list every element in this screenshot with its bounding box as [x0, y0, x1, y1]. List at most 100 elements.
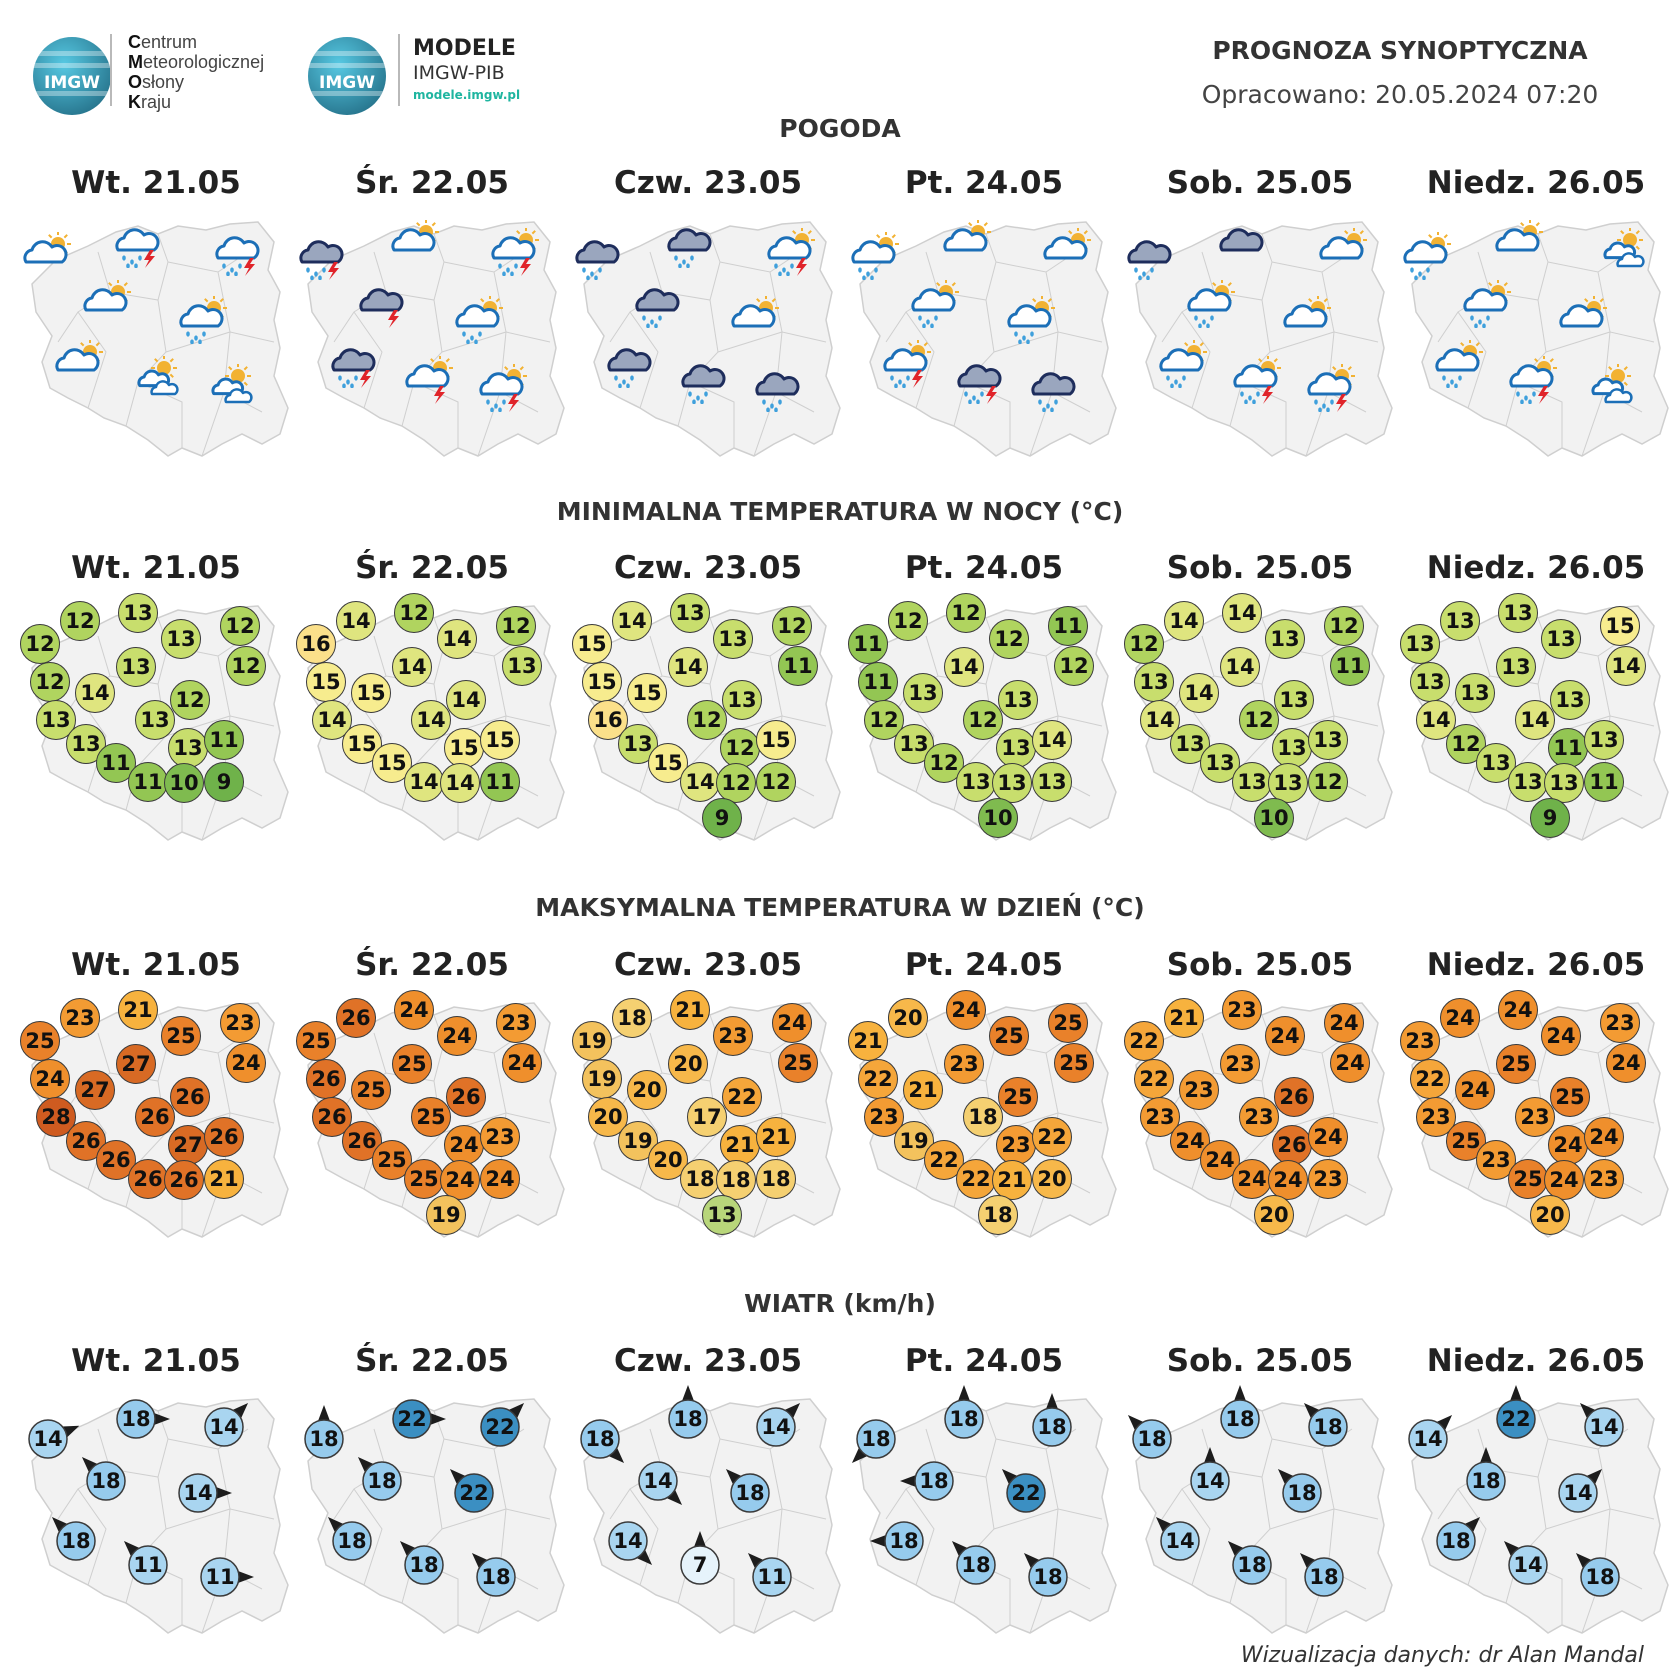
min-temp-badge: 15: [582, 662, 622, 702]
min-temp-badge: 13: [1268, 763, 1308, 803]
min-temp-badge: 14: [668, 647, 708, 687]
max-temp-badge: 19: [426, 1195, 466, 1235]
min-temp-badge: 12: [963, 700, 1003, 740]
max-temp-badge: 22: [1032, 1117, 1072, 1157]
min-temp-badge: 9: [204, 762, 244, 802]
min-temp-badge: 13: [992, 763, 1032, 803]
min-temp-badge: 12: [496, 606, 536, 646]
weather-icon-sun-cloud-rain-storm: [762, 227, 822, 277]
cmok-logo-text: Centrum Meteorologicznej Osłony Kraju: [128, 32, 264, 112]
modele-url-link[interactable]: modele.imgw.pl: [413, 88, 521, 102]
min-temp-badge: 14: [1515, 700, 1555, 740]
wind-speed-value: 14: [1195, 1469, 1225, 1493]
min-temp-badge: 14: [446, 680, 486, 720]
max-temp-badge: 22: [1134, 1059, 1174, 1099]
wind-badge: 14: [1408, 1414, 1453, 1459]
max-temp-badge: 23: [220, 1003, 260, 1043]
min-temp-badge: 12: [989, 619, 1029, 659]
wind-badge: 14: [28, 1419, 80, 1459]
map-tmax-5: 23 24 24 24 23 24 22 24 25 25 23 25 23 23 24 24 25 24 23 20: [1398, 990, 1674, 1249]
wind-badge: 22: [1001, 1468, 1046, 1513]
min-temp-badge: 11: [480, 762, 520, 802]
wind-speed-value: 11: [205, 1565, 235, 1589]
wind-direction-arrow-icon: [694, 1531, 706, 1547]
min-temp-badge: 11: [848, 624, 888, 664]
wind-badge: 18: [116, 1399, 170, 1439]
min-temp-badge: 11: [858, 662, 898, 702]
min-temp-badge: 13: [670, 593, 710, 633]
max-temp-badge: 23: [1416, 1097, 1456, 1137]
max-temp-badge: 22: [1124, 1021, 1164, 1061]
weather-icon-dark-cloud-rain: [630, 280, 690, 329]
min-temp-badge: 13: [1274, 680, 1314, 720]
wind-speed-value: 18: [1313, 1415, 1343, 1439]
weather-icon-sun-cloud-rain: [450, 295, 510, 345]
min-temp-badge: 14: [404, 762, 444, 802]
min-temp-badge: 13: [1400, 624, 1440, 664]
min-temp-badge: 16: [296, 624, 336, 664]
wind-badge: 18: [1227, 1540, 1272, 1585]
min-temp-badge: 13: [722, 680, 762, 720]
wind-speed-value: 18: [1033, 1565, 1063, 1589]
min-temp-badge: 12: [1054, 646, 1094, 686]
min-temp-badge: 12: [772, 606, 812, 646]
wind-speed-value: 18: [1441, 1529, 1471, 1553]
day-label-weather: Śr. 22.05: [355, 165, 509, 201]
wind-direction-arrow-icon: [851, 1447, 868, 1464]
min-temp-badge: 14: [1606, 646, 1646, 686]
wind-speed-value: 18: [337, 1529, 367, 1553]
min-temp-badge: 12: [220, 606, 260, 646]
day-label-tmin: Sob. 25.05: [1166, 550, 1354, 586]
min-temp-badge: 13: [1265, 619, 1305, 659]
min-temp-badge: 13: [118, 593, 158, 633]
min-temp-badge: 14: [1222, 593, 1262, 633]
imgw-logo[interactable]: IMGW: [33, 37, 111, 115]
imgw-modele-logo[interactable]: IMGW: [308, 37, 386, 115]
wind-badge: 22: [480, 1402, 525, 1447]
min-temp-badge: 14: [680, 762, 720, 802]
max-temp-badge: 18: [612, 998, 652, 1038]
map-tmin-1: 16 14 12 14 12 13 15 15 14 14 14 15 15 14 15 15 14 14 11: [294, 593, 570, 852]
max-temp-badge: 24: [1170, 1121, 1210, 1161]
wind-speed-value: 18: [409, 1553, 439, 1577]
wind-direction-arrow-icon: [1464, 1516, 1481, 1533]
min-temp-badge: 11: [1548, 728, 1588, 768]
wind-badge: 18: [580, 1419, 625, 1464]
min-temp-badge: 13: [168, 728, 208, 768]
weather-icon-sun-cloud-small: [198, 363, 258, 412]
day-label-tmax: Pt. 24.05: [904, 947, 1064, 983]
max-temp-badge: 26: [164, 1160, 204, 1200]
map-tmax-3: 21 20 24 25 25 25 22 21 23 25 23 19 22 18 23 22 22 21 20 18: [846, 990, 1122, 1249]
wind-direction-arrow-icon: [1586, 1468, 1603, 1485]
max-temp-badge: 23: [60, 998, 100, 1038]
day-label-weather: Wt. 21.05: [71, 165, 241, 201]
min-temp-badge: 13: [66, 724, 106, 764]
min-temp-badge: 10: [164, 763, 204, 803]
weather-icon-sun-cloud-rain: [1458, 279, 1518, 329]
weather-icon-dark-cloud-rain: [602, 340, 662, 389]
max-temp-badge: 24: [1455, 1070, 1495, 1110]
wind-direction-arrow-icon: [216, 1487, 232, 1499]
day-label-tmin: Czw. 23.05: [613, 550, 803, 586]
wind-speed-value: 18: [861, 1427, 891, 1451]
max-temp-badge: 22: [1410, 1059, 1450, 1099]
wind-speed-value: 18: [919, 1469, 949, 1493]
min-temp-badge: 14: [1164, 601, 1204, 641]
wind-badge: 18: [944, 1385, 984, 1439]
wind-badge: 14: [1155, 1516, 1200, 1561]
max-temp-badge: 21: [118, 990, 158, 1030]
wind-direction-arrow-icon: [1227, 1540, 1244, 1557]
map-tmin-5: 13 13 13 13 15 14 13 13 13 13 14 12 13 14 11 13 13 13 11 9: [1398, 593, 1674, 852]
weather-icon-sun-cloud-rain-storm: [486, 227, 546, 277]
wind-direction-arrow-icon: [636, 1549, 653, 1566]
weather-icon-sun-cloud: [1278, 295, 1338, 344]
wind-speed-value: 14: [1589, 1415, 1619, 1439]
weather-icon-sun-cloud-rain: [1430, 339, 1490, 389]
wind-badge: 18: [327, 1516, 372, 1561]
wind-badge: 18: [1220, 1385, 1260, 1439]
min-temp-badge: 13: [1170, 724, 1210, 764]
wind-badge: 14: [178, 1473, 232, 1513]
wind-direction-arrow-icon: [1127, 1414, 1144, 1431]
wind-speed-value: 18: [735, 1481, 765, 1505]
max-temp-badge: 24: [502, 1043, 542, 1083]
